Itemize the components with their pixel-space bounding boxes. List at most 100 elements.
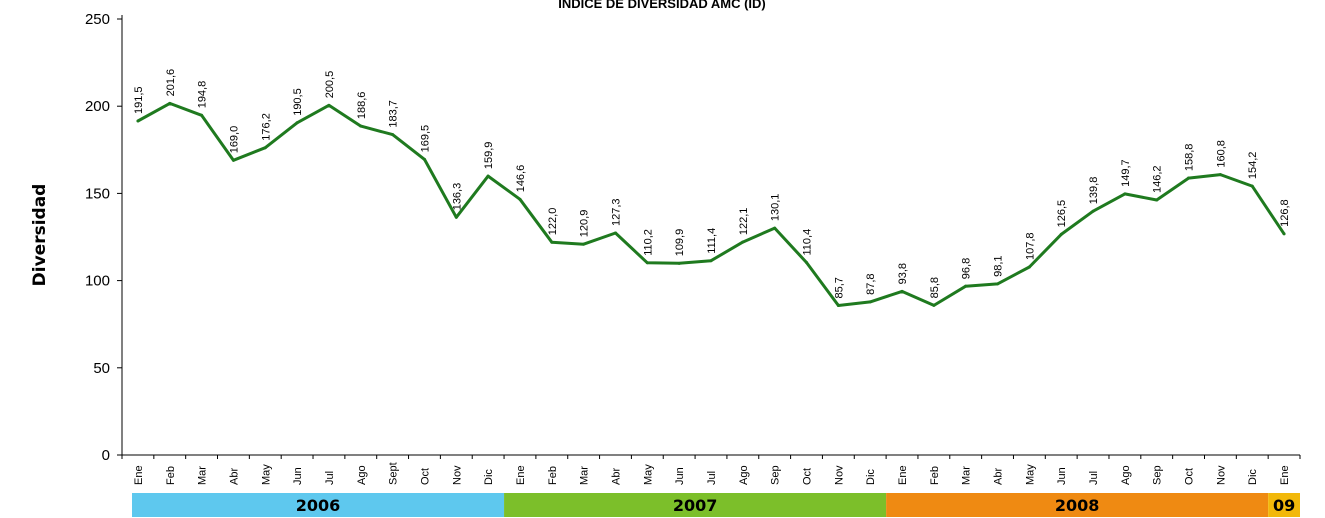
x-tick-label: Sep bbox=[1152, 465, 1164, 485]
data-label: 122,0 bbox=[547, 208, 559, 236]
data-point bbox=[1059, 232, 1063, 236]
data-label: 130,1 bbox=[770, 194, 782, 222]
data-label: 109,9 bbox=[674, 229, 686, 257]
year-band-segment bbox=[886, 493, 1269, 517]
year-label: 2007 bbox=[673, 496, 718, 515]
data-point bbox=[645, 261, 649, 265]
x-tick-label: Mar bbox=[579, 466, 591, 485]
x-tick-label: Feb bbox=[547, 466, 559, 485]
data-point bbox=[1123, 192, 1127, 196]
data-label: 126,5 bbox=[1056, 200, 1068, 228]
data-label: 201,6 bbox=[165, 69, 177, 97]
data-point bbox=[359, 124, 363, 128]
x-tick-label: Oct bbox=[420, 468, 432, 485]
x-tick-label: Feb bbox=[165, 466, 177, 485]
data-point bbox=[1282, 232, 1286, 236]
data-label: 93,8 bbox=[897, 263, 909, 284]
data-label: 169,0 bbox=[228, 126, 240, 154]
data-point bbox=[200, 113, 204, 117]
x-tick-label: May bbox=[1024, 464, 1036, 485]
data-label: 98,1 bbox=[993, 255, 1005, 276]
data-point bbox=[1155, 198, 1159, 202]
x-tick-label: Abr bbox=[993, 468, 1005, 485]
data-label: 149,7 bbox=[1120, 159, 1132, 187]
data-label: 154,2 bbox=[1247, 152, 1259, 180]
y-tick-label: 0 bbox=[102, 447, 110, 464]
data-point bbox=[836, 304, 840, 308]
data-point bbox=[327, 103, 331, 107]
x-tick-label: Ene bbox=[133, 465, 145, 485]
x-tick-label: Dic bbox=[865, 469, 877, 485]
data-point bbox=[231, 158, 235, 162]
data-point bbox=[1218, 173, 1222, 177]
data-label: 126,8 bbox=[1279, 199, 1291, 227]
data-label: 136,3 bbox=[451, 183, 463, 211]
x-tick-label: Jul bbox=[1088, 471, 1100, 485]
data-labels: 191,5 201,6 194,8 169,0 176,2 190,5 200,5 188,6… bbox=[133, 69, 1291, 299]
data-label: 110,2 bbox=[642, 229, 654, 256]
data-label: 183,7 bbox=[388, 100, 400, 128]
data-label: 120,9 bbox=[579, 210, 591, 238]
data-label: 188,6 bbox=[356, 92, 368, 120]
data-point bbox=[582, 242, 586, 246]
y-tick-label: 50 bbox=[93, 360, 110, 377]
year-label: 2006 bbox=[296, 496, 341, 515]
x-tick-label: Sept bbox=[388, 462, 400, 485]
data-point bbox=[932, 303, 936, 307]
x-tick-label: Mar bbox=[961, 466, 973, 485]
x-tick-label: Ene bbox=[897, 465, 909, 485]
data-label: 85,8 bbox=[929, 277, 941, 298]
data-label: 200,5 bbox=[324, 71, 336, 99]
year-band-segment bbox=[132, 493, 505, 517]
data-label: 190,5 bbox=[292, 88, 304, 116]
data-point bbox=[168, 101, 172, 105]
data-label: 87,8 bbox=[865, 273, 877, 294]
x-tick-label: May bbox=[642, 464, 654, 485]
x-tick-label: Abr bbox=[228, 468, 240, 485]
data-label: 111,4 bbox=[706, 228, 718, 254]
y-tick-label: 200 bbox=[85, 98, 110, 115]
y-tick-label: 250 bbox=[85, 11, 110, 28]
x-tick-label: Jul bbox=[706, 471, 718, 485]
data-point bbox=[805, 260, 809, 264]
x-tick-label: Oct bbox=[802, 468, 814, 485]
y-axis-label: Diversidad bbox=[30, 184, 50, 287]
data-label: 96,8 bbox=[961, 258, 973, 279]
x-tick-label: Nov bbox=[1215, 465, 1227, 485]
data-label: 158,8 bbox=[1184, 144, 1196, 172]
x-tick-label: Jun bbox=[674, 467, 686, 485]
x-tick-label: Ago bbox=[1120, 465, 1132, 485]
data-point bbox=[773, 226, 777, 230]
data-label: 139,8 bbox=[1088, 177, 1100, 205]
data-label: 122,1 bbox=[738, 208, 750, 236]
data-point bbox=[996, 282, 1000, 286]
data-label: 194,8 bbox=[197, 81, 209, 109]
data-point bbox=[454, 215, 458, 219]
data-point bbox=[422, 157, 426, 161]
y-tick-label: 100 bbox=[85, 273, 110, 290]
data-label: 159,9 bbox=[483, 142, 495, 170]
x-tick-label: Jul bbox=[324, 471, 336, 485]
x-tick-label: Oct bbox=[1184, 468, 1196, 485]
data-label: 85,7 bbox=[833, 277, 845, 298]
data-label: 146,6 bbox=[515, 165, 527, 193]
series-diversidad bbox=[136, 101, 1286, 308]
y-tick-labels: 0 50 100 150 200 250 bbox=[85, 11, 110, 464]
series-line bbox=[137, 101, 1286, 307]
data-point bbox=[486, 174, 490, 178]
year-label: 09 bbox=[1273, 496, 1295, 515]
data-point bbox=[295, 121, 299, 125]
data-label: 191,5 bbox=[133, 86, 145, 114]
data-point bbox=[391, 133, 395, 137]
year-label: 2008 bbox=[1055, 496, 1100, 515]
data-point bbox=[964, 284, 968, 288]
data-point bbox=[550, 240, 554, 244]
x-tick-label: May bbox=[260, 464, 272, 485]
data-label: 110,4 bbox=[802, 229, 814, 256]
data-point bbox=[263, 146, 267, 150]
year-band: 2006 2007 2008 09 bbox=[132, 493, 1300, 517]
data-point bbox=[136, 119, 140, 123]
data-point bbox=[1187, 176, 1191, 180]
x-tick-label: Feb bbox=[929, 466, 941, 485]
